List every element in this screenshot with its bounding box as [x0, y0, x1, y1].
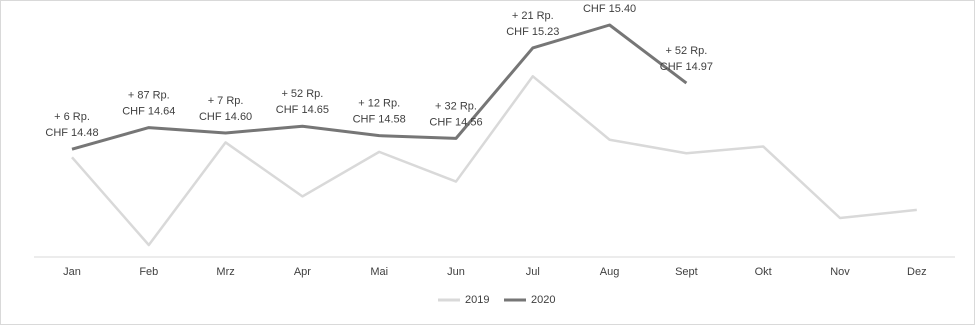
annotation: + 32 Rp.	[435, 100, 477, 112]
data-label: CHF 14.58	[353, 114, 406, 126]
legend-label: 2020	[531, 294, 555, 306]
x-tick-label: Okt	[755, 266, 772, 278]
legend-label: 2019	[465, 294, 489, 306]
series-line	[71, 23, 688, 151]
annotation: + 21 Rp.	[512, 10, 554, 22]
data-label: CHF 14.97	[660, 61, 713, 73]
x-tick-label: Sept	[675, 266, 698, 278]
annotation: + 6 Rp.	[54, 111, 90, 123]
x-tick-label: Mrz	[216, 266, 234, 278]
x-tick-label: Feb	[139, 266, 158, 278]
x-tick-label: Jul	[526, 266, 540, 278]
x-tick-label: Jun	[447, 266, 465, 278]
annotation: + 7 Rp.	[208, 95, 244, 107]
x-tick-label: Jan	[63, 266, 81, 278]
data-label: CHF 14.56	[429, 116, 482, 128]
data-label: CHF 15.23	[506, 26, 559, 38]
annotation: + 52 Rp.	[281, 88, 323, 100]
x-tick-label: Aug	[600, 266, 620, 278]
x-tick-label: Nov	[830, 266, 850, 278]
data-label: CHF 14.48	[45, 127, 98, 139]
x-tick-label: Dez	[907, 266, 927, 278]
data-label: CHF 15.40	[583, 3, 636, 15]
annotation: + 52 Rp.	[665, 45, 707, 57]
annotation: + 12 Rp.	[358, 98, 400, 110]
data-label: CHF 14.64	[122, 105, 175, 117]
x-tick-label: Apr	[294, 266, 311, 278]
data-label: CHF 14.60	[199, 111, 252, 123]
series-line	[71, 75, 917, 247]
annotation: + 87 Rp.	[128, 89, 170, 101]
x-tick-label: Mai	[370, 266, 388, 278]
data-label: CHF 14.65	[276, 104, 329, 116]
